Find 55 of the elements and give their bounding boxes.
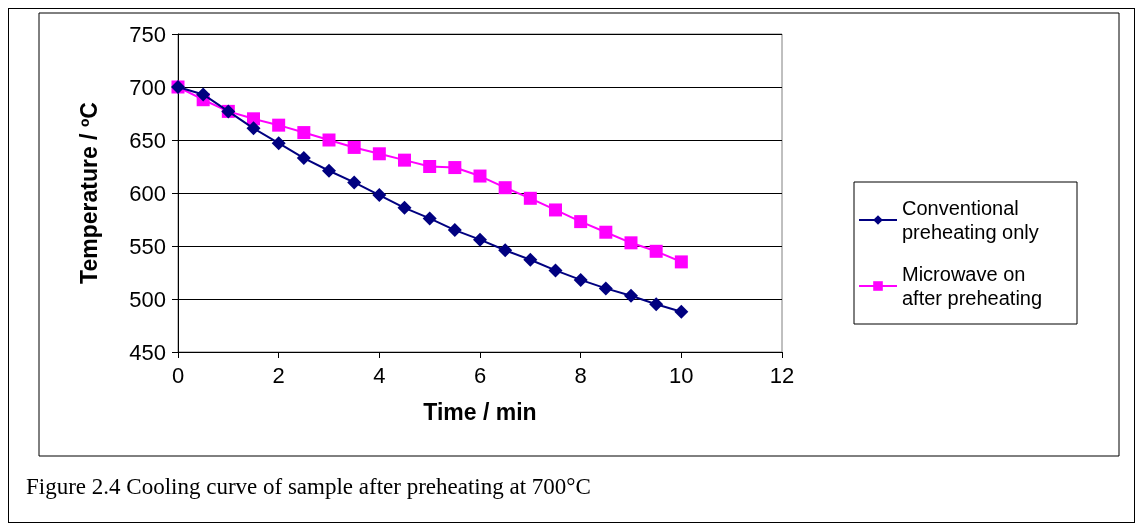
point: [372, 188, 387, 203]
point: [674, 304, 689, 319]
point: [347, 140, 361, 154]
point: [624, 288, 638, 303]
point: [448, 161, 462, 175]
point: [296, 151, 311, 166]
x-tick-label: 0: [171, 362, 185, 388]
y-tick-label: 450: [129, 339, 166, 365]
legend-label: Microwave on after preheating: [902, 263, 1043, 309]
y-tick-label: 500: [129, 286, 166, 312]
point: [447, 223, 462, 238]
legend-label: Conventional preheating only: [902, 197, 1039, 243]
caption: Figure 2.4 Cooling curve of sample after preheating at 700°C: [26, 474, 591, 499]
x-axis-title: Time / min: [423, 398, 537, 425]
point: [498, 243, 513, 258]
point: [574, 215, 588, 229]
y-tick-label: 700: [129, 74, 166, 100]
y-tick-label: 600: [129, 180, 166, 206]
point: [649, 297, 664, 312]
point: [398, 153, 411, 167]
y-tick-label: 550: [129, 233, 166, 259]
point: [548, 263, 563, 278]
point: [473, 232, 487, 247]
y-axis-title: Temperature / ºC: [75, 102, 102, 284]
x-tick-label: 4: [373, 362, 386, 388]
point: [246, 121, 261, 136]
point: [322, 133, 336, 147]
y-tick-label: 650: [129, 127, 166, 153]
point: [674, 255, 688, 269]
point: [347, 175, 362, 190]
point: [473, 169, 487, 183]
point: [297, 126, 311, 140]
point: [397, 200, 412, 215]
point: [573, 272, 588, 287]
point: [549, 203, 562, 217]
point: [598, 281, 613, 296]
point: [372, 147, 386, 161]
point: [599, 225, 613, 239]
x-tick-label: 10: [669, 362, 694, 388]
point: [423, 160, 437, 173]
point: [649, 244, 663, 258]
x-tick-label: 2: [272, 362, 285, 388]
point: [272, 118, 286, 132]
point: [523, 191, 537, 205]
point: [422, 211, 437, 226]
point: [196, 87, 211, 102]
point: [271, 136, 286, 151]
y-tick-label: 750: [129, 21, 166, 47]
point: [523, 252, 538, 267]
point: [498, 181, 512, 195]
x-tick-label: 12: [769, 362, 795, 388]
point: [322, 163, 336, 178]
point: [624, 236, 638, 250]
x-tick-label: 6: [473, 362, 487, 388]
x-tick-label: 8: [574, 362, 587, 388]
